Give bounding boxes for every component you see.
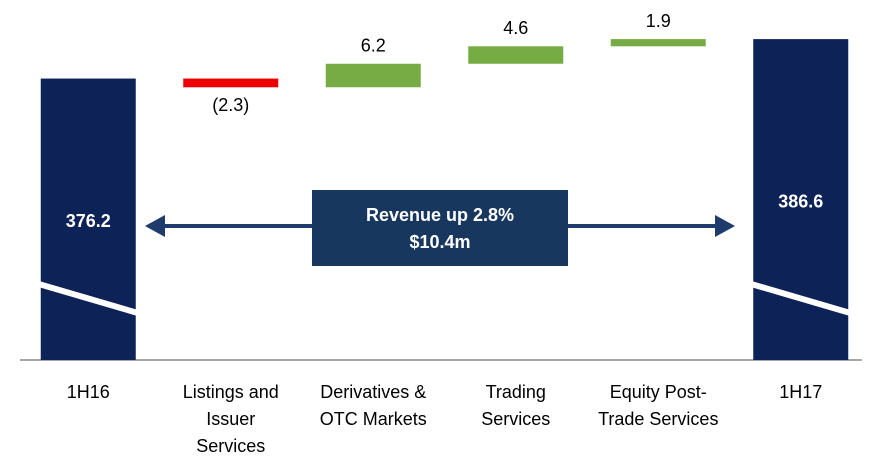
x-tick-line: Services <box>481 409 550 429</box>
delta-bar <box>610 39 706 47</box>
arrow-head <box>145 215 165 237</box>
x-tick-line: Listings and <box>183 382 279 402</box>
x-tick-label: 1H17 <box>779 382 822 402</box>
annotation-text: $10.4m <box>409 232 470 252</box>
x-tick-line: Trading <box>486 382 546 402</box>
arrow-head <box>715 215 735 237</box>
value-label: 386.6 <box>778 191 823 211</box>
x-tick-label: 1H16 <box>67 382 110 402</box>
x-tick-line: 1H17 <box>779 382 822 402</box>
delta-bar <box>468 46 564 64</box>
value-label: 1.9 <box>646 11 671 31</box>
annotation-text: Revenue up 2.8% <box>366 205 514 225</box>
x-tick-line: OTC Markets <box>320 409 427 429</box>
x-tick-label: Equity Post- Trade Services <box>598 382 718 429</box>
delta-bar <box>325 63 421 88</box>
annotation-box <box>312 190 568 266</box>
x-tick-line: 1H16 <box>67 382 110 402</box>
x-tick-label: Derivatives & OTC Markets <box>320 382 427 429</box>
axis-break <box>750 281 852 316</box>
value-label: 6.2 <box>361 36 386 56</box>
x-tick-label: Listings and Issuer Services <box>183 382 279 456</box>
value-label: 376.2 <box>66 211 111 231</box>
x-tick-line: Trade Services <box>598 409 718 429</box>
value-label: (2.3) <box>212 95 249 115</box>
delta-bar <box>183 78 279 88</box>
x-tick-line: Services <box>196 436 265 456</box>
total-bar <box>40 78 136 360</box>
x-tick-line: Derivatives & <box>320 382 426 402</box>
axis-break <box>37 281 139 316</box>
x-tick-line: Issuer <box>206 409 255 429</box>
x-tick-line: Equity Post- <box>610 382 707 402</box>
x-tick-label: Trading Services <box>481 382 550 429</box>
value-label: 4.6 <box>503 18 528 38</box>
